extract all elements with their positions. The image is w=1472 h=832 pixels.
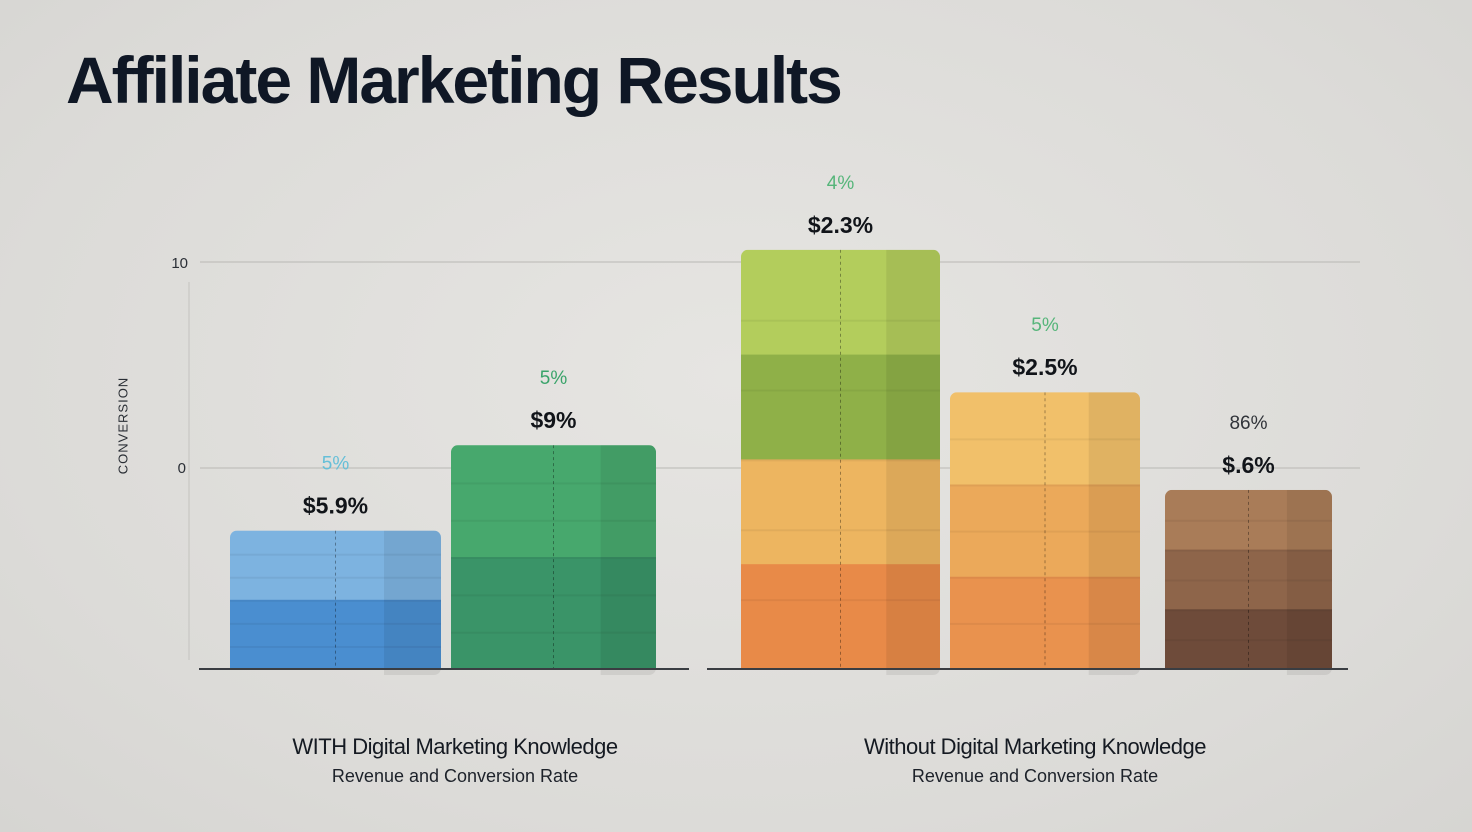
bar-shade [1286,489,1332,675]
bar-band [451,594,656,597]
group-label-with: WITH Digital Marketing Knowledge [292,734,618,759]
bar-percent-label: 5% [540,368,568,389]
bar [451,445,656,675]
bar-percent-label: 5% [1031,315,1059,336]
group-caption-without: Without Digital Marketing Knowledge Reve… [810,734,1260,787]
bar-segment [950,576,1140,670]
bar [230,530,441,675]
bar-band [230,645,441,648]
bar-segment [451,445,656,559]
bar-band [950,438,1140,441]
bar-band [950,576,1140,579]
y-tick-label: 0 [178,460,186,477]
bar-segment [950,392,1140,486]
bar-segment [230,599,441,670]
bar-shade [600,445,656,675]
group-label-without: Without Digital Marketing Knowledge [863,734,1207,759]
bar-band [741,459,940,462]
bar-band [950,530,1140,533]
bar-segment [741,459,940,566]
bar-band [230,599,441,602]
bar-band [1165,639,1332,642]
bar-band [230,576,441,579]
bar-band [741,529,940,532]
bar [1165,489,1332,675]
bar-segment [230,530,441,601]
bar-value-label: $2.5% [1012,354,1077,380]
bar-value-label: $9% [530,407,576,433]
bar-band [1165,609,1332,612]
bar-band [741,319,940,322]
group-sublabel-with: Revenue and Conversion Rate [331,766,579,786]
bar-band [1165,579,1332,582]
chart-title: Affiliate Marketing Results [66,43,843,117]
y-tick-label: 10 [171,255,188,272]
bar-band [950,484,1140,487]
bar-band [741,389,940,392]
bar-band [230,622,441,625]
bar-band [950,622,1140,625]
bar-segment [741,354,940,461]
bar-shade [886,249,940,675]
bar [950,392,1140,675]
bar-segment [451,557,656,670]
bar-band [230,553,441,556]
bar-band [1165,549,1332,552]
bar-percent-label: 4% [827,173,855,194]
bar-percent-label: 5% [322,454,350,475]
group-sublabel-without: Revenue and Conversion Rate [911,766,1159,786]
bar-segment [950,484,1140,578]
bar [741,249,940,675]
bar-value-label: $5.9% [303,493,368,519]
bar-shade [1088,392,1140,675]
bar-band [451,631,656,634]
bar-segment [741,249,940,356]
bar-band [1165,519,1332,522]
bar-percent-label: 86% [1229,413,1267,434]
bar-band [451,557,656,560]
bar-band [741,599,940,602]
bar-segment [741,564,940,670]
group-caption-with: WITH Digital Marketing Knowledge Revenue… [230,734,680,787]
bar-band [451,482,656,485]
bar-value-label: $2.3% [808,212,873,238]
bar-segment [1165,489,1332,551]
bar-value-label: $.6% [1222,452,1274,478]
bar-segment [1165,549,1332,611]
bar-segment [1165,609,1332,670]
bar-shade [384,530,441,675]
bar-band [451,519,656,522]
